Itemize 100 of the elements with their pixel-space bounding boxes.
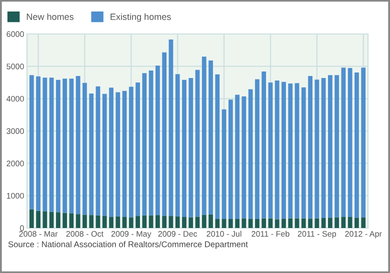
x-tick-label: 2011 - Sep xyxy=(298,230,336,238)
bar xyxy=(82,82,87,215)
source-note: Source : National Association of Realtors/Commerce Department xyxy=(8,241,248,249)
bar xyxy=(274,219,280,228)
x-tick-label: 2010 - Jul xyxy=(206,230,242,237)
bar xyxy=(188,78,194,218)
bar xyxy=(361,68,366,218)
x-tick-label: 2009 - May xyxy=(111,230,152,238)
bar xyxy=(102,216,107,228)
bar xyxy=(128,86,134,218)
bar xyxy=(341,68,346,218)
bar xyxy=(208,60,213,214)
bar xyxy=(128,217,134,228)
bar xyxy=(56,212,60,228)
bar xyxy=(49,78,54,212)
bar xyxy=(89,93,94,216)
bar xyxy=(69,213,74,228)
bar xyxy=(156,215,160,228)
bar xyxy=(142,73,147,216)
bar xyxy=(195,216,200,228)
bar xyxy=(308,76,312,219)
bar xyxy=(109,88,114,218)
bar xyxy=(321,78,326,218)
bar xyxy=(255,79,260,219)
bar xyxy=(116,92,120,216)
bar xyxy=(248,89,253,219)
bar xyxy=(348,217,352,228)
bar xyxy=(182,80,186,218)
bar xyxy=(228,218,233,228)
bar xyxy=(29,75,34,210)
x-tick-label: 2009 - Dec xyxy=(158,230,198,237)
bar xyxy=(162,216,167,228)
bar xyxy=(89,215,94,228)
bar xyxy=(242,96,246,218)
y-tick-label: 4000 xyxy=(6,96,24,102)
bar xyxy=(156,66,160,216)
bar xyxy=(301,87,306,218)
y-tick-label: 0 xyxy=(20,225,24,231)
bar xyxy=(96,215,100,228)
bar xyxy=(142,215,147,228)
bar xyxy=(76,214,80,228)
x-tick-label: 2008 - Mar xyxy=(19,230,58,237)
bar xyxy=(36,210,40,228)
bar xyxy=(282,82,286,219)
bar xyxy=(282,218,286,228)
bar xyxy=(361,217,366,228)
bar xyxy=(102,94,107,216)
bar xyxy=(29,209,34,228)
bar xyxy=(109,217,114,228)
x-tick-label: 2011 - Feb xyxy=(252,230,290,237)
bar xyxy=(62,78,68,213)
y-tick-label: 1000 xyxy=(6,192,24,199)
legend-label: Existing homes xyxy=(110,13,171,22)
bar xyxy=(301,218,306,228)
bar xyxy=(82,214,87,228)
bar xyxy=(168,39,174,216)
bar xyxy=(255,218,260,228)
bar xyxy=(334,75,340,218)
bar xyxy=(262,218,266,228)
bar xyxy=(116,216,120,228)
bar xyxy=(288,218,293,228)
bar xyxy=(182,217,186,228)
y-tick-label: 2000 xyxy=(6,160,24,166)
bar xyxy=(122,217,127,228)
x-tick-label: 2008 - Oct xyxy=(66,230,104,237)
bar xyxy=(162,52,167,216)
bar xyxy=(215,74,220,219)
bar xyxy=(202,56,206,215)
y-tick-label: 6000 xyxy=(6,31,24,37)
legend-label: New homes xyxy=(26,13,74,20)
bar xyxy=(288,83,293,218)
bar xyxy=(354,218,359,228)
bar xyxy=(188,217,194,228)
bar xyxy=(235,218,240,228)
bar xyxy=(268,82,273,218)
bar xyxy=(148,215,154,228)
bar xyxy=(69,78,74,214)
bar xyxy=(294,83,300,218)
bar xyxy=(222,218,226,228)
bar xyxy=(215,218,220,228)
bar xyxy=(49,212,54,228)
bar xyxy=(62,212,68,228)
bar xyxy=(208,214,213,228)
bar xyxy=(328,218,332,228)
bar xyxy=(202,214,206,228)
bar xyxy=(228,100,233,219)
bar xyxy=(274,80,280,220)
bar xyxy=(348,68,352,218)
bar xyxy=(168,216,174,228)
bar xyxy=(76,76,80,214)
bar xyxy=(36,76,40,211)
bar xyxy=(148,70,154,216)
bar xyxy=(334,217,340,228)
bar xyxy=(248,218,253,228)
bar xyxy=(96,86,100,216)
bar xyxy=(321,218,326,228)
bar xyxy=(314,218,320,228)
bar xyxy=(314,80,320,218)
bar xyxy=(235,94,240,219)
bar xyxy=(341,217,346,228)
